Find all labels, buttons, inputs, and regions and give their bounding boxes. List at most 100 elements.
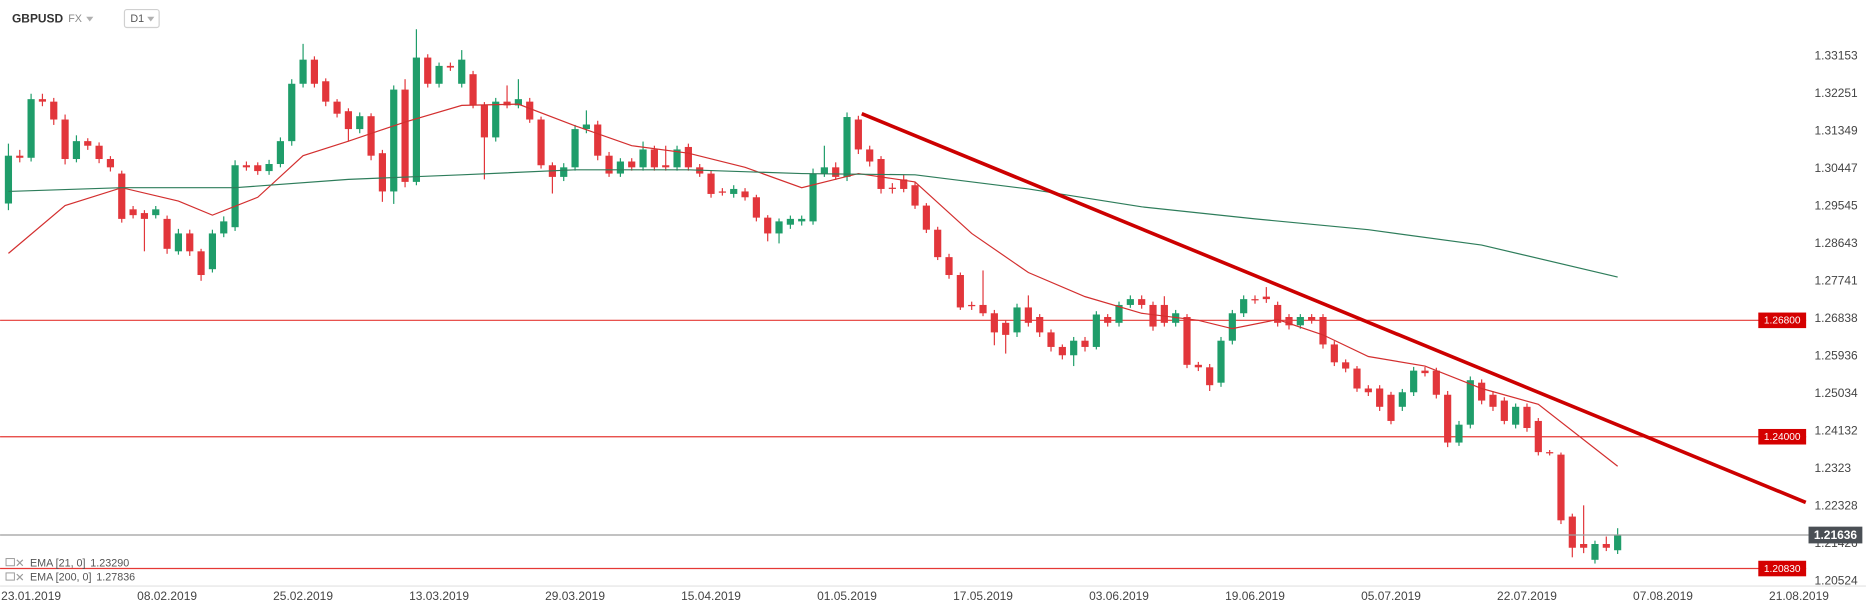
candle-body [1070, 340, 1078, 356]
trendline [861, 112, 1807, 505]
candle-body [469, 74, 477, 106]
current-price-box [1808, 526, 1863, 544]
candle-body [1591, 544, 1599, 560]
candle-body [945, 257, 953, 276]
y-tick-label: 1.28643 [1815, 236, 1859, 250]
candle-body [61, 119, 69, 160]
candle-body [50, 101, 58, 120]
candle-body [299, 59, 307, 84]
y-tick-label: 1.29545 [1815, 198, 1859, 212]
candle-body [1160, 304, 1168, 323]
candle-body [27, 99, 35, 158]
candle-body [1251, 299, 1259, 301]
candle-body [820, 167, 828, 174]
candle-body [95, 145, 103, 160]
candle-body [265, 164, 273, 172]
candle-body [220, 221, 228, 234]
candle-body [344, 111, 352, 130]
candle-body [435, 65, 443, 84]
y-tick-label: 1.31349 [1815, 123, 1859, 137]
x-tick-label: 25.02.2019 [273, 589, 333, 603]
level-label: 1.20830 [1764, 564, 1801, 575]
legend-value: 1.23290 [90, 557, 129, 569]
candle-body [1580, 544, 1588, 548]
candle-body [1557, 454, 1565, 521]
y-tick-label: 1.2323 [1815, 461, 1852, 475]
candle-body [628, 161, 636, 168]
candle-body [367, 116, 375, 156]
candle-body [650, 149, 658, 168]
candle-body [832, 167, 840, 177]
candle-body [129, 209, 137, 216]
candle-body [163, 218, 171, 249]
x-tick-label: 01.05.2019 [817, 589, 877, 603]
dropdown-arrow[interactable] [147, 16, 155, 22]
dropdown-arrow[interactable] [86, 16, 94, 22]
y-tick-label: 1.24132 [1815, 423, 1859, 437]
y-tick-label: 1.26838 [1815, 311, 1859, 325]
y-tick-label: 1.30447 [1815, 161, 1859, 175]
candle-body [458, 59, 466, 84]
timeframe[interactable]: D1 [130, 13, 144, 25]
legend-entry: EMA [200, 0] 1.27836 [30, 572, 135, 584]
candle-body [1104, 317, 1112, 323]
y-tick-label: 1.20524 [1815, 573, 1859, 587]
x-tick-label: 17.05.2019 [953, 589, 1013, 603]
candle-body [446, 65, 454, 68]
candle-body [1308, 317, 1316, 321]
candle-body [4, 155, 13, 204]
candle-body [1489, 394, 1497, 407]
candle-body [480, 105, 488, 138]
overlay: 1.33153 1.32251 1.31349 1.30447 1.29545 1.286… [1, 48, 1863, 603]
candle-body [1274, 304, 1282, 323]
candle-body [1047, 332, 1055, 347]
candle-body [1138, 299, 1146, 305]
level-label: 1.24000 [1764, 432, 1801, 443]
level-label: 1.26800 [1764, 316, 1801, 327]
candle-body [1568, 516, 1576, 548]
x-tick-label: 29.03.2019 [545, 589, 605, 603]
candle-body [1319, 317, 1327, 345]
candle-body [730, 188, 738, 194]
candle-body [752, 197, 760, 218]
legend-close-icon [16, 573, 24, 581]
x-tick-label: 08.02.2019 [137, 589, 197, 603]
candle-body [616, 161, 624, 174]
candle-body [707, 173, 715, 194]
candle-body [1013, 307, 1021, 333]
candle-body [1398, 392, 1406, 407]
candle-body [990, 313, 998, 333]
candle-body [775, 221, 783, 234]
candle-body [1546, 452, 1554, 454]
level-label-box [1758, 560, 1807, 577]
legend-icon [5, 572, 15, 581]
candle-body [1602, 544, 1610, 548]
candle-body [979, 304, 987, 314]
candle-body [1330, 344, 1338, 363]
candle-body [571, 129, 579, 168]
candle-body [424, 57, 432, 84]
candle-body [809, 173, 817, 222]
candle-body [1115, 304, 1123, 323]
x-tick-label: 19.06.2019 [1225, 589, 1285, 603]
candle-body [1240, 299, 1248, 314]
candle-body [1387, 394, 1395, 421]
timeframe-box[interactable] [123, 8, 160, 29]
y-tick-label: 1.27741 [1815, 273, 1859, 287]
candle-body [1455, 424, 1463, 443]
candle-body [866, 149, 874, 162]
candle-body [72, 141, 81, 160]
candle-body [843, 117, 851, 177]
candle-body [1024, 307, 1032, 323]
legend-entry: EMA [21, 0] 1.23290 [30, 557, 129, 569]
candle-body [1183, 317, 1191, 365]
candle-body [242, 165, 251, 168]
candle-body [1228, 313, 1236, 341]
candle-body [1194, 364, 1202, 368]
candle-body [378, 153, 386, 192]
market[interactable]: FX [68, 13, 82, 25]
candle-body [968, 304, 976, 307]
candle-body [1478, 382, 1486, 401]
